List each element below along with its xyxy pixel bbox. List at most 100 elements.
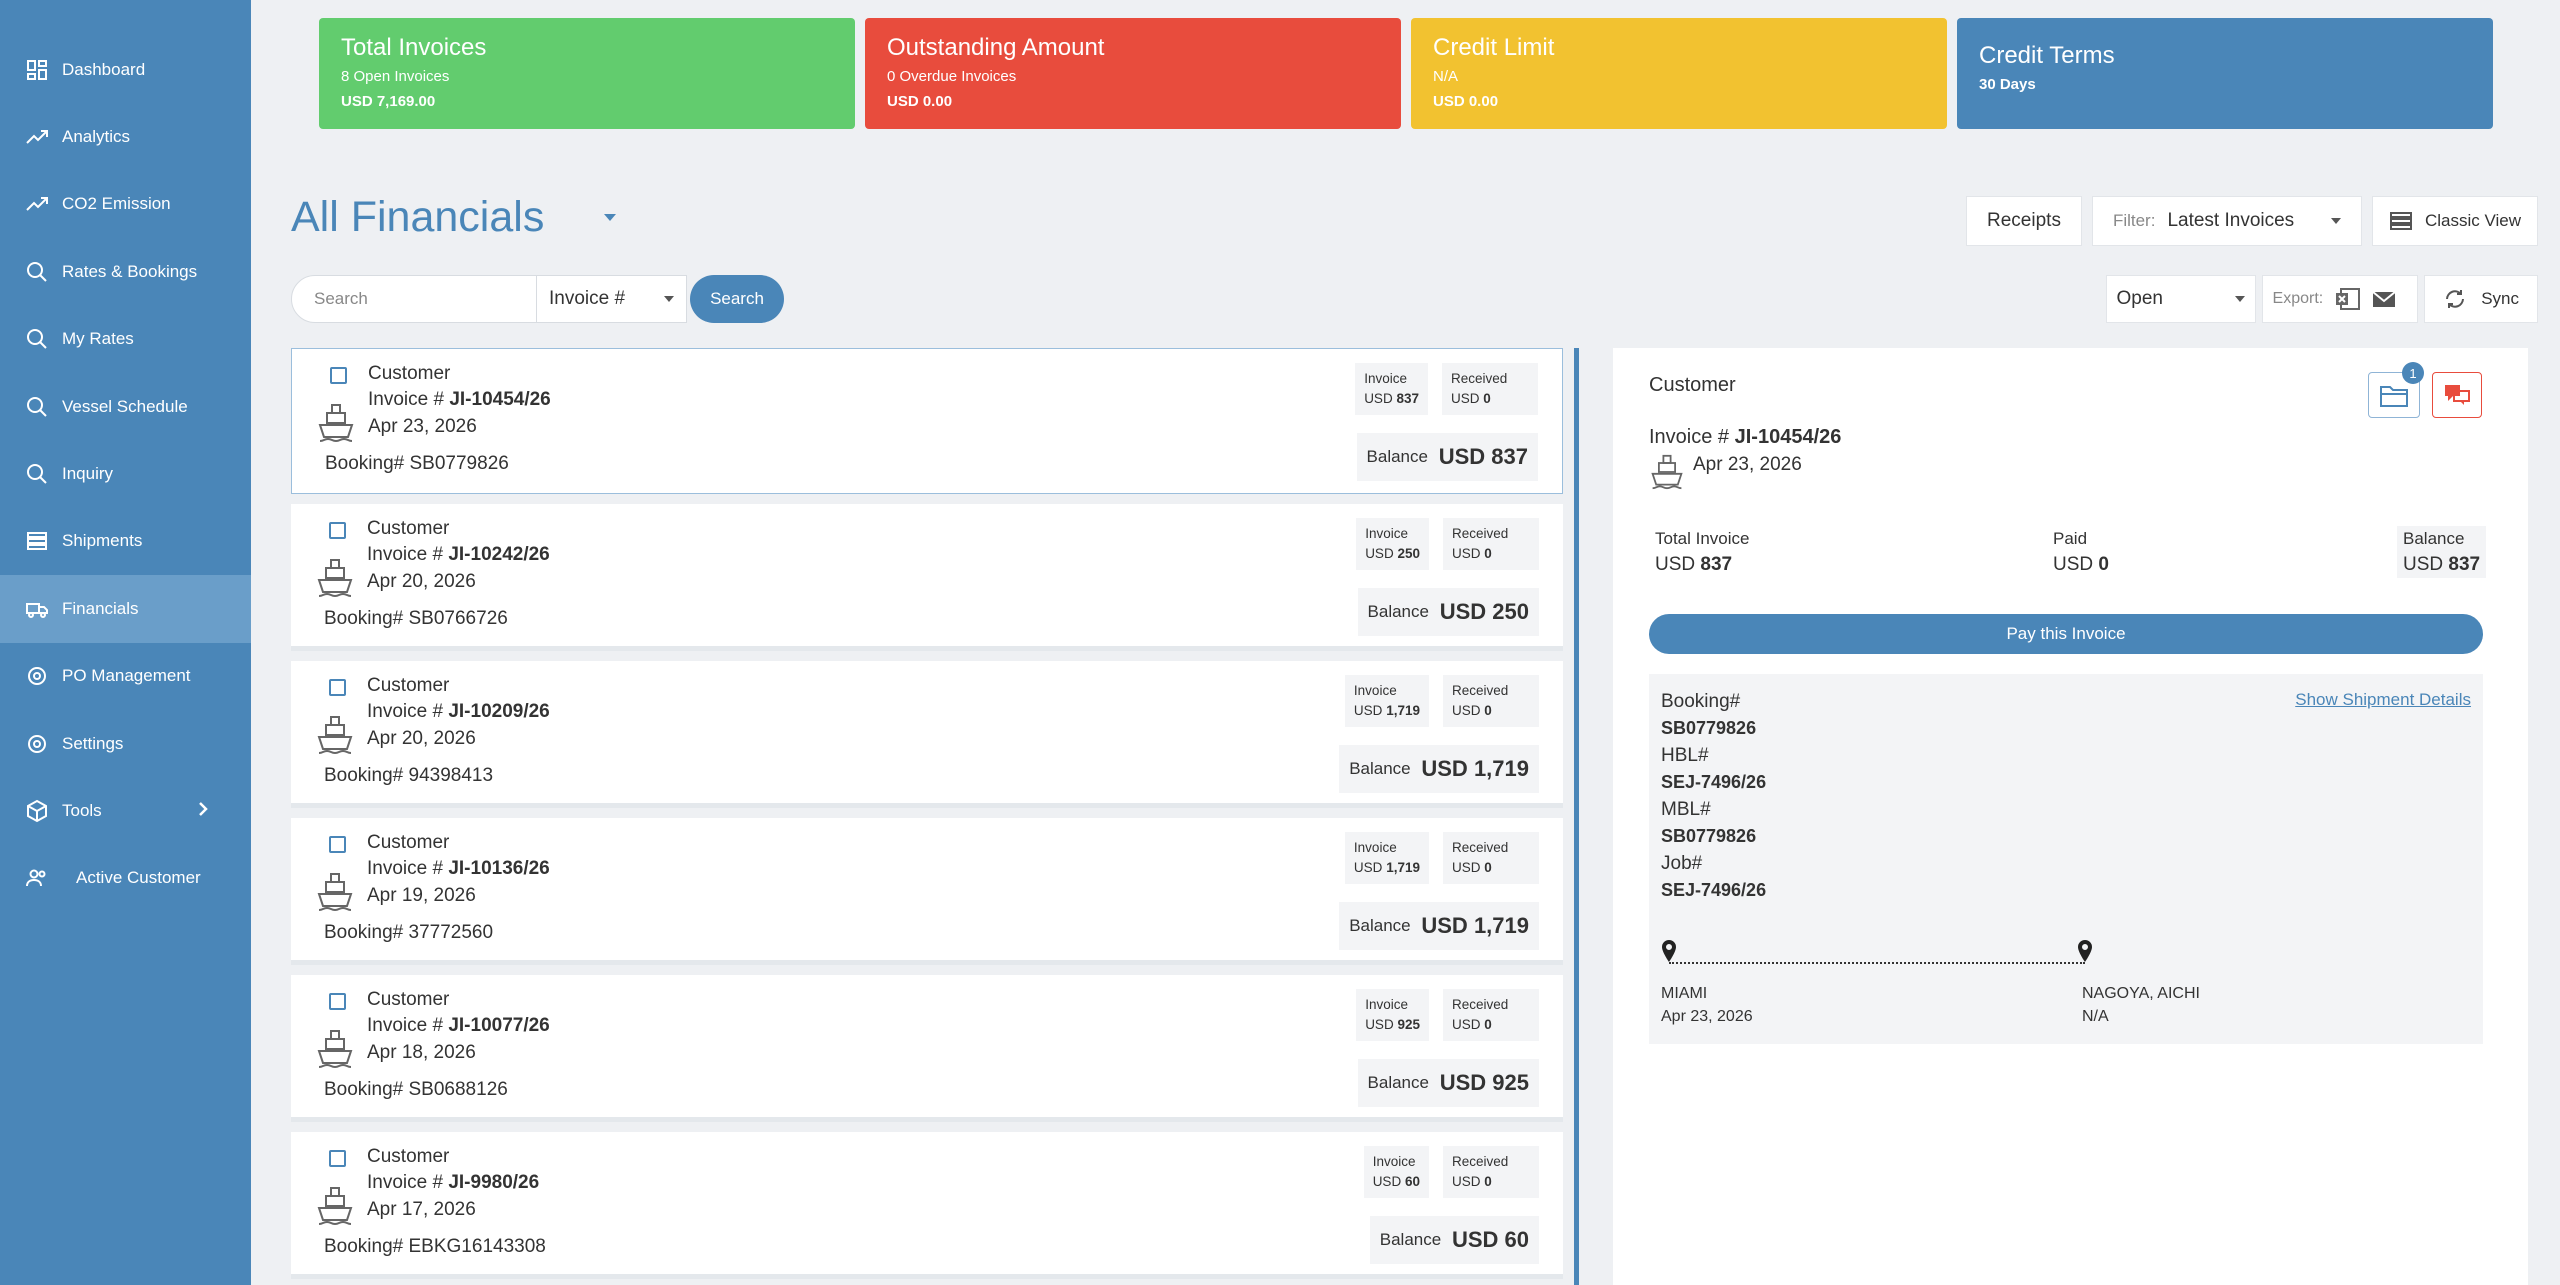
page-title-dropdown[interactable]: All Financials (291, 193, 617, 242)
shipment-info: Show Shipment Details Booking# SB0779826… (1649, 674, 2483, 1044)
panel-divider[interactable] (1574, 348, 1579, 1285)
booking-number: Booking# 94398413 (324, 765, 494, 786)
total-invoice-label: Total Invoice (1655, 529, 1750, 548)
sidebar-item-analytics[interactable]: Analytics (0, 103, 251, 170)
sidebar-item-dashboard[interactable]: Dashboard (0, 36, 251, 103)
received-amount: Received USD 0 (1443, 1146, 1539, 1198)
gear-icon (24, 731, 50, 757)
search-button[interactable]: Search (690, 275, 784, 323)
route-line (1669, 962, 2085, 964)
balance-amount: Balance USD 60 (1369, 1216, 1539, 1264)
row-checkbox[interactable] (329, 1150, 346, 1167)
card-value: USD 7,169.00 (341, 93, 436, 110)
sidebar-item-vessel-schedule[interactable]: Vessel Schedule (0, 373, 251, 440)
sidebar-item-my-rates[interactable]: My Rates (0, 306, 251, 373)
dashboard-icon (24, 57, 50, 83)
balance-amount: Balance USD 925 (1357, 1059, 1539, 1107)
ship-icon (315, 556, 355, 600)
sidebar-item-label: Dashboard (62, 59, 146, 79)
booking-value: SB0779826 (1661, 718, 1757, 738)
pay-invoice-button[interactable]: Pay this Invoice (1649, 614, 2483, 654)
invoice-row[interactable]: Customer Invoice # JI-10209/26 Apr 20, 2… (291, 661, 1563, 808)
status-value: Open (2116, 288, 2163, 309)
balance-label: Balance (2403, 529, 2465, 548)
sidebar-item-inquiry[interactable]: Inquiry (0, 440, 251, 507)
ship-icon (315, 870, 355, 914)
truck-icon (24, 596, 50, 622)
card-subtitle: 8 Open Invoices (341, 68, 450, 85)
sidebar-item-po-management[interactable]: PO Management (0, 643, 251, 710)
sync-icon (2446, 290, 2465, 308)
sidebar-item-co2-emission[interactable]: CO2 Emission (0, 171, 251, 238)
row-checkbox[interactable] (329, 993, 346, 1010)
invoice-row[interactable]: Customer Invoice # JI-10242/26 Apr 20, 2… (291, 504, 1563, 651)
card-subtitle: N/A (1433, 68, 1459, 85)
outstanding-amount-card[interactable]: Outstanding Amount 0 Overdue Invoices US… (865, 18, 1401, 129)
credit-terms-card[interactable]: Credit Terms 30 Days (1957, 18, 2493, 129)
filter-label: Filter: (2112, 211, 2156, 230)
sidebar-item-financials[interactable]: Financials (0, 575, 251, 643)
search-field-select[interactable]: Invoice # (537, 275, 687, 323)
row-checkbox[interactable] (330, 367, 347, 384)
invoice-amount: Invoice USD 250 (1356, 518, 1429, 570)
card-title: Credit Limit (1433, 34, 1555, 61)
row-checkbox[interactable] (329, 836, 346, 853)
invoice-row[interactable]: Customer Invoice # JI-10454/26 Apr 23, 2… (291, 348, 1563, 494)
credit-limit-card[interactable]: Credit Limit N/A USD 0.00 (1411, 18, 1947, 129)
detail-customer: Customer (1649, 374, 1736, 396)
caret-down-icon (2234, 296, 2245, 302)
invoice-number: Invoice # JI-10209/26 (367, 701, 550, 722)
sidebar-item-tools[interactable]: Tools (0, 777, 251, 844)
ship-icon (315, 1027, 355, 1071)
invoice-number: Invoice # JI-10242/26 (367, 544, 550, 565)
row-checkbox[interactable] (329, 522, 346, 539)
sidebar-item-label: Vessel Schedule (62, 396, 188, 416)
booking-number: Booking# SB0766726 (324, 608, 508, 629)
invoice-row[interactable]: Customer Invoice # JI-10136/26 Apr 19, 2… (291, 818, 1563, 965)
chat-button[interactable] (2432, 372, 2482, 418)
ship-icon (315, 713, 355, 757)
origin-pin-icon (1661, 940, 1677, 962)
job-value: SEJ-7496/26 (1661, 880, 1767, 900)
invoice-row[interactable]: Customer Invoice # JI-9980/26 Apr 17, 20… (291, 1132, 1563, 1279)
invoice-amount: Invoice USD 925 (1356, 989, 1429, 1041)
received-amount: Received USD 0 (1443, 675, 1539, 727)
invoice-row[interactable]: Customer Invoice # JI-10077/26 Apr 18, 2… (291, 975, 1563, 1122)
hbl-label: HBL# (1661, 745, 1709, 766)
main-content: Total Invoices 8 Open Invoices USD 7,169… (251, 0, 2560, 1285)
received-amount: Received USD 0 (1443, 518, 1539, 570)
invoice-number: Invoice # JI-10454/26 (368, 389, 551, 410)
row-checkbox[interactable] (329, 679, 346, 696)
shipments-icon (24, 528, 50, 554)
customer-name: Customer (367, 1146, 450, 1167)
page-title: All Financials (291, 193, 545, 241)
search-icon (24, 394, 50, 420)
documents-button[interactable] (2368, 372, 2420, 418)
detail-invoice-number: Invoice # JI-10454/26 (1649, 426, 1842, 448)
email-icon[interactable] (2371, 287, 2397, 311)
filter-select[interactable]: Filter: Latest Invoices (2091, 196, 2362, 246)
received-amount: Received USD 0 (1442, 363, 1538, 415)
sidebar-item-label: Settings (62, 733, 124, 753)
search-bar: Invoice # Search (291, 275, 784, 323)
sidebar-item-label: PO Management (62, 666, 191, 686)
sidebar-item-rates-bookings[interactable]: Rates & Bookings (0, 238, 251, 305)
classic-view-button[interactable]: Classic View (2371, 196, 2538, 246)
trend-icon (24, 191, 50, 217)
sidebar-item-label: My Rates (62, 329, 134, 349)
sync-button[interactable]: Sync (2424, 275, 2538, 323)
receipts-button[interactable]: Receipts (1966, 196, 2082, 246)
total-invoices-card[interactable]: Total Invoices 8 Open Invoices USD 7,169… (319, 18, 855, 129)
card-title: Credit Terms (1979, 42, 2115, 69)
excel-icon[interactable] (2335, 287, 2361, 311)
search-input[interactable] (291, 275, 537, 323)
invoice-detail-panel: Customer 1 Invoice # JI-10454/26 Apr 23,… (1613, 348, 2528, 1285)
sidebar-item-settings[interactable]: Settings (0, 710, 251, 777)
status-select[interactable]: Open (2105, 275, 2256, 323)
sidebar-item-active-customer[interactable]: Active Customer (0, 845, 251, 912)
sidebar-item-shipments[interactable]: Shipments (0, 508, 251, 575)
mbl-value: SB0779826 (1661, 826, 1757, 846)
show-shipment-details-link[interactable]: Show Shipment Details (2295, 690, 2471, 709)
invoice-amount: Invoice USD 1,719 (1344, 832, 1429, 884)
job-label: Job# (1661, 853, 1703, 874)
